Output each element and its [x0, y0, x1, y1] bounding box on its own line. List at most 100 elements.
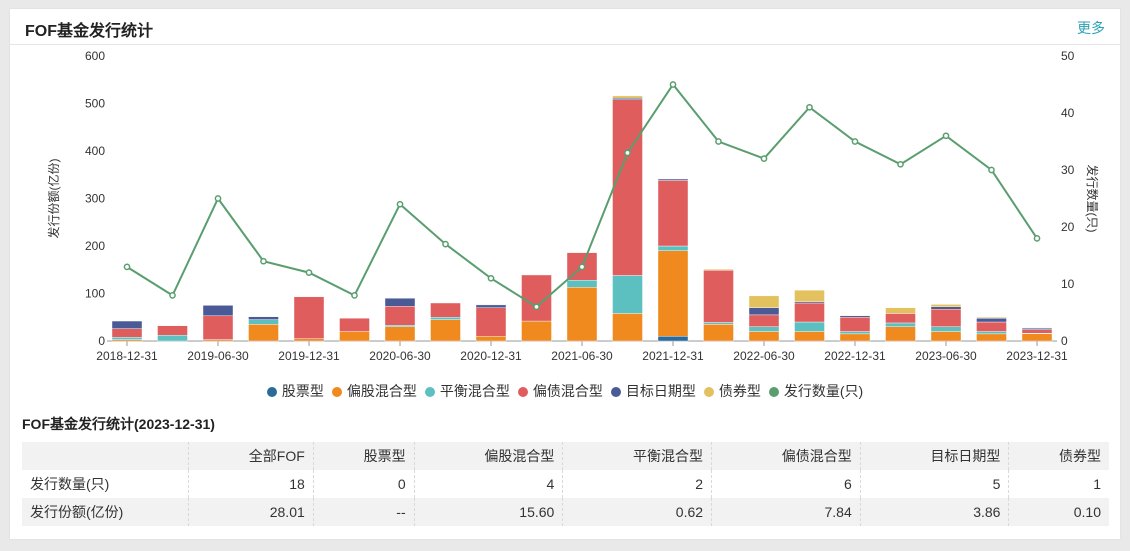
legend-item[interactable]: 发行数量(只)	[768, 381, 864, 401]
fof-stats-card: FOF基金发行统计 更多 0 100 200 300 400 500 600 0 10 20 30 4…	[10, 9, 1120, 539]
legend-label: 债券型	[718, 383, 761, 399]
bar-segment	[384, 298, 416, 307]
bar-segment	[976, 321, 1007, 332]
bar-segment	[885, 322, 916, 327]
legend-item[interactable]: 债券型	[703, 381, 761, 401]
legend-label: 偏股混合型	[346, 383, 417, 399]
bar-segment	[157, 325, 188, 336]
bar-segment	[930, 308, 962, 327]
legend-item[interactable]: 偏债混合型	[517, 381, 603, 401]
bar-segment	[885, 307, 916, 314]
table-cell: 3.86	[860, 498, 1010, 526]
bar-segment	[839, 331, 871, 335]
y-right-tick-label: 20	[1061, 220, 1075, 234]
bar-segment	[839, 315, 871, 318]
bar-segment	[202, 315, 234, 340]
bar-segment	[657, 178, 689, 181]
bar-segment	[794, 301, 825, 304]
y-right-axis-title: 发行数量(只)	[1085, 165, 1100, 233]
bar-segment	[930, 331, 962, 342]
bar-segment	[248, 319, 279, 325]
y-right-tick-label: 30	[1061, 163, 1075, 177]
y-right-tick-label: 0	[1061, 334, 1068, 348]
bar-segment	[339, 331, 370, 342]
bar-segment	[976, 331, 1007, 335]
bar-segment	[111, 328, 143, 338]
table-row: 发行数量(只) 18 0 4 2 6 5 1	[22, 470, 1109, 498]
count-point	[578, 263, 586, 271]
legend-item[interactable]: 平衡混合型	[424, 381, 510, 401]
table-row: 发行份额(亿份) 28.01 -- 15.60 0.62 7.84 3.86 0…	[22, 498, 1109, 526]
y-right-tick-label: 50	[1061, 49, 1075, 63]
table-cell: 0	[313, 470, 415, 498]
count-point	[123, 263, 131, 271]
table-cell: 发行份额(亿份)	[22, 498, 189, 526]
count-point	[487, 274, 495, 282]
y-axis-title: 发行份额(亿份)	[46, 159, 61, 239]
bar-segment	[111, 337, 143, 340]
bar-segment	[248, 316, 279, 320]
legend-item[interactable]: 股票型	[266, 381, 324, 401]
bar-segment	[1021, 329, 1053, 334]
x-tick-label: 2019-06-30	[187, 349, 249, 363]
table-cell: 28.01	[188, 498, 314, 526]
count-point	[760, 155, 768, 162]
count-point	[214, 195, 222, 202]
bar-segment	[384, 306, 416, 326]
bar-segment	[566, 287, 598, 342]
legend-dot	[266, 387, 277, 397]
bar-segment	[1021, 333, 1053, 342]
y-tick-label: 100	[85, 287, 105, 301]
legend-dot	[517, 387, 528, 397]
count-point	[669, 81, 677, 88]
bar-segment	[612, 99, 643, 276]
stats-header-cell: 偏股混合型	[414, 442, 564, 470]
bar-segment	[930, 306, 962, 310]
count-point	[260, 257, 267, 265]
legend-dot	[610, 387, 621, 397]
bar-segment	[1021, 327, 1053, 329]
count-point	[169, 292, 176, 299]
bar-segment	[475, 307, 507, 337]
count-point	[533, 303, 540, 311]
count-point	[942, 132, 950, 140]
bar-segment	[566, 280, 598, 288]
legend-dot	[424, 387, 435, 397]
table-cell: 6	[711, 470, 861, 498]
bar-segment	[703, 270, 734, 323]
legend-item[interactable]: 目标日期型	[610, 381, 696, 401]
count-point	[715, 138, 722, 145]
bar-segment	[248, 324, 279, 342]
bar-segment	[930, 326, 962, 332]
x-tick-label: 2021-12-31	[642, 349, 704, 363]
y-tick-label: 400	[85, 144, 105, 158]
count-point	[806, 103, 813, 111]
legend-item[interactable]: 偏股混合型	[331, 381, 417, 401]
x-tick-label: 2020-12-31	[460, 349, 522, 363]
legend-dot	[768, 387, 779, 397]
count-point	[624, 149, 631, 157]
card-header: FOF基金发行统计 更多	[10, 9, 1120, 45]
bar-segment	[202, 339, 234, 342]
count-point	[851, 138, 859, 145]
table-cell: 15.60	[414, 498, 564, 526]
x-tick-label: 2023-12-31	[1006, 349, 1068, 363]
bar-segment	[430, 302, 461, 318]
stats-header-cell: 平衡混合型	[562, 442, 713, 470]
chart-legend: 股票型 偏股混合型 平衡混合型 偏债混合型 目标日期型 债券型 发行数量(只)	[10, 381, 1120, 401]
legend-label: 股票型	[281, 383, 324, 399]
bar-segment	[475, 304, 507, 308]
bar-segment	[748, 314, 780, 327]
bar-segment	[794, 331, 825, 342]
stats-header-row: 全部FOF 股票型 偏股混合型 平衡混合型 偏债混合型 目标日期型 债券型	[22, 442, 1109, 470]
bar-segment	[794, 302, 825, 323]
legend-label: 发行数量(只)	[783, 383, 864, 399]
bar-segment	[976, 317, 1007, 319]
legend-dot	[331, 387, 342, 397]
more-link[interactable]: 更多	[1077, 20, 1105, 36]
legend-label: 目标日期型	[625, 383, 696, 399]
stats-header-cell: 债券型	[1059, 448, 1101, 464]
bar-segment	[839, 333, 871, 342]
bar-segment	[475, 336, 507, 342]
stats-header-cell: 股票型	[313, 442, 415, 470]
